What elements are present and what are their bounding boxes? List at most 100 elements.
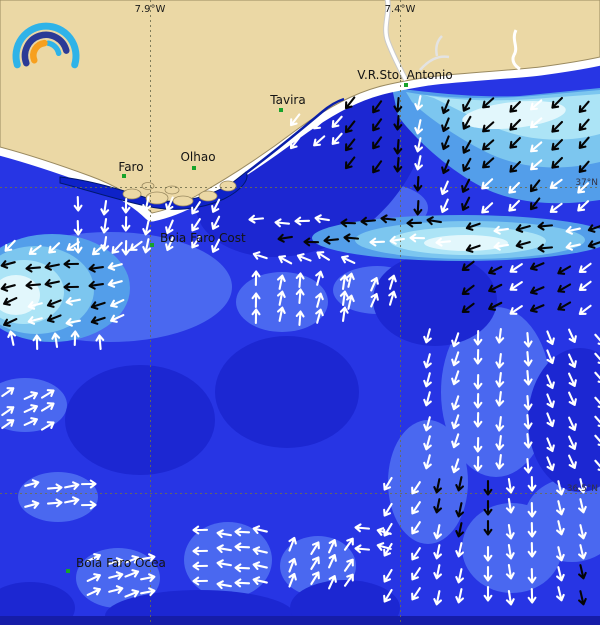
current-arrow xyxy=(578,524,587,540)
current-arrow xyxy=(323,235,340,245)
current-arrow xyxy=(23,404,38,413)
current-arrow xyxy=(48,242,61,254)
ocean-light-patch xyxy=(388,420,468,544)
current-arrow xyxy=(515,224,531,233)
current-arrow xyxy=(473,373,483,390)
logo-arc-inner-left xyxy=(30,39,48,64)
label-olhao: Olhao xyxy=(180,150,215,164)
ocean-light-patch xyxy=(236,272,328,332)
current-arrow xyxy=(343,233,360,243)
current-arrow xyxy=(165,196,174,212)
current-arrow xyxy=(546,437,555,453)
marker-boia-faro-ocea[interactable] xyxy=(66,569,70,573)
cyan-jet-core xyxy=(424,235,508,251)
current-arrow xyxy=(343,558,354,572)
current-arrow xyxy=(483,499,493,516)
current-arrow xyxy=(110,298,125,308)
current-arrow xyxy=(411,567,421,581)
current-arrow xyxy=(551,121,563,133)
current-arrow xyxy=(369,237,386,247)
current-arrow xyxy=(568,353,577,368)
current-arrow xyxy=(461,196,471,211)
current-arrow xyxy=(216,544,232,554)
current-arrow xyxy=(461,302,475,313)
current-arrow xyxy=(383,476,393,491)
current-arrow xyxy=(530,141,543,153)
current-arrow xyxy=(63,259,80,269)
current-arrow xyxy=(111,241,123,254)
current-arrow xyxy=(523,350,533,367)
current-arrow xyxy=(7,330,17,346)
lat-label-37n: 37°N xyxy=(575,178,598,188)
current-arrow xyxy=(393,114,403,131)
current-arrow xyxy=(578,498,587,514)
marker-boia-faro-cost[interactable] xyxy=(150,243,154,247)
current-arrow xyxy=(124,589,140,598)
current-arrow xyxy=(295,310,305,327)
current-arrow xyxy=(462,97,472,112)
current-arrow xyxy=(551,157,563,169)
current-arrow xyxy=(331,115,343,128)
ocean-light-patch xyxy=(184,522,272,598)
current-arrow xyxy=(530,159,543,171)
current-arrow xyxy=(461,260,475,271)
current-arrow xyxy=(578,478,587,494)
current-arrow xyxy=(527,567,537,584)
rainbow-logo[interactable] xyxy=(12,22,80,69)
current-arrow xyxy=(80,479,97,489)
ocean-dark-patch xyxy=(528,348,600,492)
current-arrow xyxy=(276,306,286,322)
small-creek xyxy=(419,35,450,71)
current-arrow xyxy=(411,481,421,495)
current-arrow xyxy=(313,135,326,147)
lagoon-island xyxy=(172,195,194,207)
current-arrow xyxy=(328,575,337,590)
label-boia-faro-ocea: Boia Faro Ocea xyxy=(76,556,166,570)
current-arrow xyxy=(423,435,432,451)
current-arrow xyxy=(73,219,83,236)
current-arrow xyxy=(121,197,131,214)
current-arrow xyxy=(40,402,55,412)
current-arrow xyxy=(451,351,460,367)
current-arrow xyxy=(423,416,432,432)
current-arrow xyxy=(473,392,483,409)
marker-faro[interactable] xyxy=(122,174,126,178)
current-arrow xyxy=(556,520,565,536)
current-arrow xyxy=(339,290,349,306)
current-arrow xyxy=(383,588,393,603)
current-arrow xyxy=(140,587,156,597)
current-arrow xyxy=(530,117,543,129)
current-arrow xyxy=(295,288,305,305)
current-arrow xyxy=(65,296,81,306)
current-arrow xyxy=(578,590,587,606)
current-arrow xyxy=(288,557,297,573)
marker-vrsa[interactable] xyxy=(404,83,408,87)
current-arrow xyxy=(86,573,101,583)
current-arrow xyxy=(44,261,60,271)
current-arrow xyxy=(24,479,40,488)
current-arrow xyxy=(44,278,60,288)
current-arrow xyxy=(100,200,110,216)
current-arrow xyxy=(557,283,572,293)
rivers xyxy=(383,0,521,82)
current-arrow xyxy=(546,456,555,472)
current-arrow xyxy=(435,237,452,247)
current-arrow xyxy=(568,435,577,450)
ocean-light-patch xyxy=(462,503,562,593)
current-arrow xyxy=(314,214,330,224)
current-arrow xyxy=(252,525,268,534)
current-arrow xyxy=(455,476,465,492)
current-arrow xyxy=(354,544,371,554)
marker-olhao[interactable] xyxy=(192,166,196,170)
current-arrow xyxy=(505,524,515,540)
current-arrow xyxy=(509,118,521,131)
current-arrow xyxy=(310,556,320,571)
current-arrow xyxy=(493,225,509,235)
current-arrow xyxy=(393,96,403,113)
lagoon-island xyxy=(198,190,218,202)
current-arrow xyxy=(344,120,356,134)
marker-tavira[interactable] xyxy=(279,108,283,112)
current-arrow xyxy=(433,498,443,514)
current-arrow xyxy=(578,136,590,149)
